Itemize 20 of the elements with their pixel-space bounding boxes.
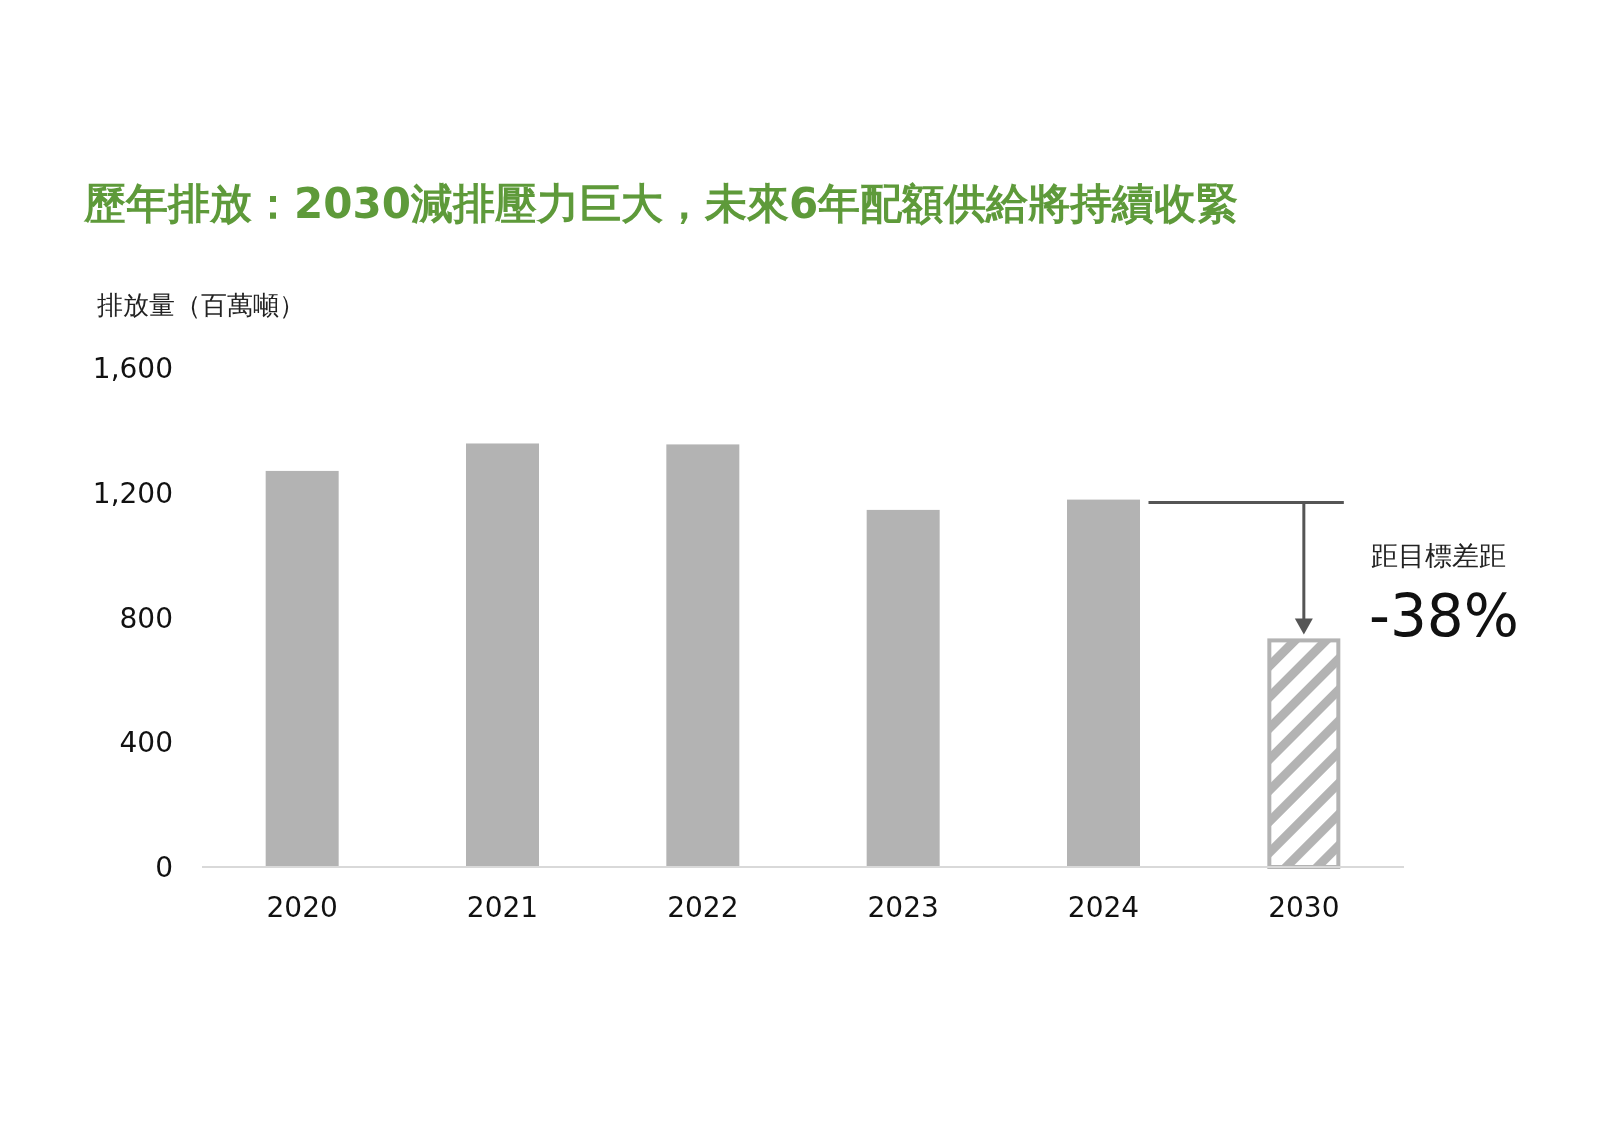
y-tick-label: 0 [155, 851, 173, 884]
bar [866, 509, 940, 867]
x-tick-label: 2023 [867, 891, 939, 924]
annotation: -38% [1369, 582, 1519, 650]
x-tick-label: 2024 [1067, 891, 1140, 924]
y-axis-title: 排放量（百萬噸） [97, 290, 305, 320]
bar [265, 470, 339, 867]
bar [1067, 499, 1140, 867]
x-tick-label: 2022 [667, 891, 739, 924]
y-tick-label: 1,200 [92, 476, 173, 510]
y-tick-label: 400 [119, 726, 173, 760]
x-tick-label: 2030 [1268, 891, 1340, 924]
chart-title: 歷年排放：2030減排壓力巨大，未來6年配額供給將持續收緊 [83, 179, 1239, 228]
annotation: 距目標差距 [1371, 540, 1506, 571]
bar [666, 444, 740, 867]
x-tick-label: 2021 [466, 891, 539, 924]
bar [466, 443, 539, 867]
y-tick-label: 800 [119, 601, 173, 635]
y-tick-label: 1,600 [92, 352, 173, 385]
x-tick-label: 2020 [266, 891, 338, 924]
